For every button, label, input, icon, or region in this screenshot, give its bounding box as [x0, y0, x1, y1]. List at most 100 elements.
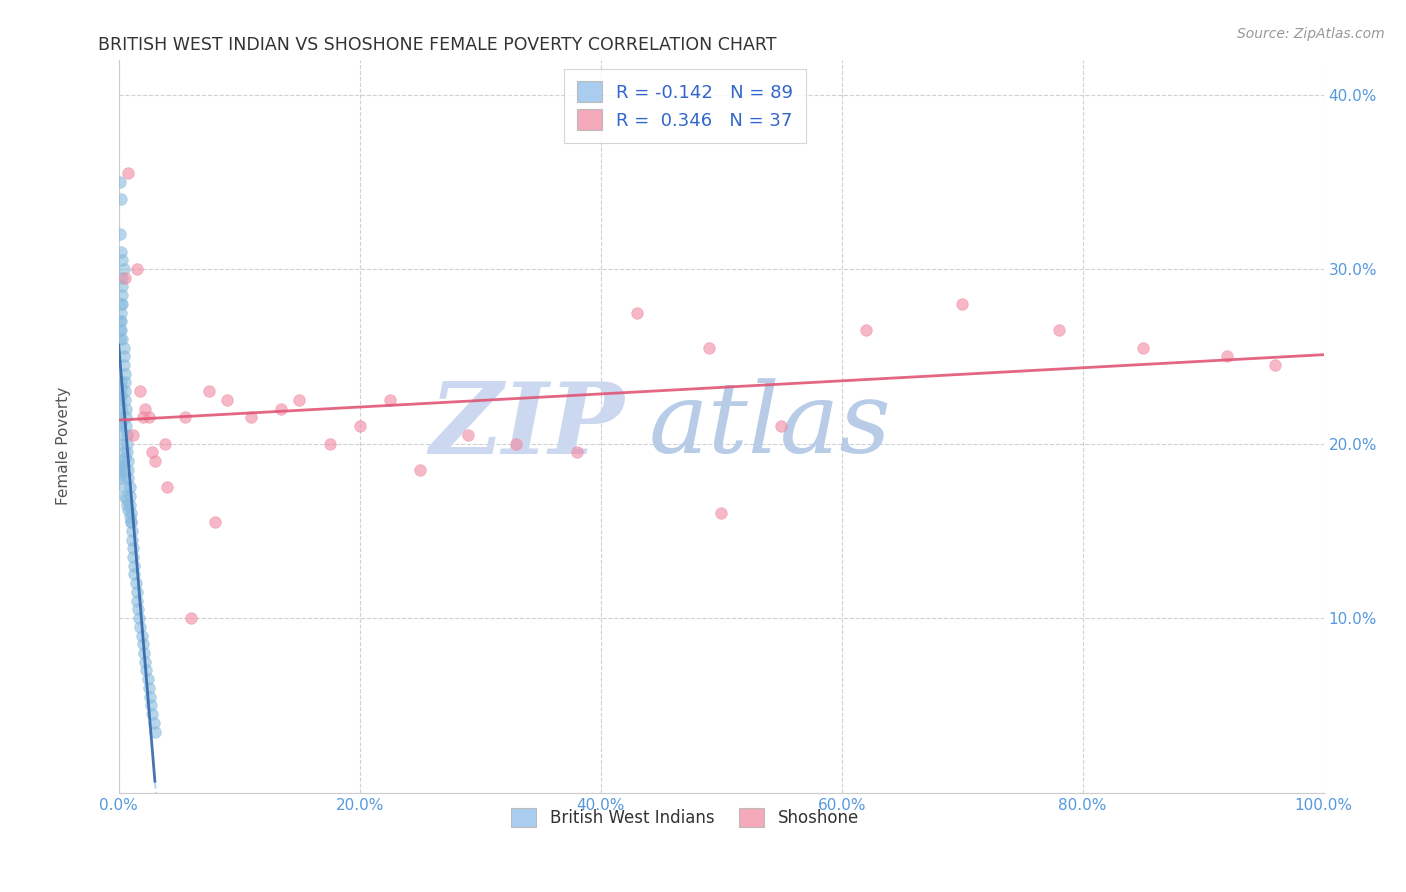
Point — [114, 450, 136, 465]
Point — [120, 507, 142, 521]
Point — [174, 410, 197, 425]
Point — [111, 332, 134, 346]
Point — [112, 480, 135, 494]
Point — [114, 270, 136, 285]
Point — [114, 384, 136, 399]
Point — [1132, 341, 1154, 355]
Point — [143, 454, 166, 468]
Point — [1047, 323, 1070, 337]
Point — [108, 461, 131, 475]
Text: ZIP: ZIP — [430, 378, 624, 475]
Point — [125, 262, 148, 277]
Point — [118, 509, 141, 524]
Point — [120, 515, 142, 529]
Point — [770, 419, 793, 434]
Point — [626, 306, 648, 320]
Point — [138, 681, 160, 695]
Point — [115, 492, 138, 507]
Point — [108, 468, 131, 483]
Point — [112, 349, 135, 363]
Point — [950, 297, 973, 311]
Point — [110, 463, 132, 477]
Point — [1264, 358, 1286, 372]
Point — [121, 524, 143, 538]
Point — [457, 428, 479, 442]
Point — [141, 698, 163, 713]
Point — [122, 541, 145, 556]
Point — [217, 392, 239, 407]
Point — [108, 419, 131, 434]
Point — [180, 611, 202, 625]
Point — [108, 392, 131, 407]
Point — [115, 419, 138, 434]
Point — [112, 341, 135, 355]
Point — [118, 489, 141, 503]
Point — [134, 401, 156, 416]
Point — [111, 270, 134, 285]
Point — [108, 227, 131, 241]
Text: atlas: atlas — [648, 378, 891, 474]
Point — [115, 436, 138, 450]
Point — [125, 585, 148, 599]
Point — [198, 384, 221, 399]
Point — [139, 690, 162, 704]
Point — [855, 323, 877, 337]
Point — [153, 436, 176, 450]
Point — [128, 611, 150, 625]
Point — [505, 436, 527, 450]
Point — [141, 707, 163, 722]
Point — [110, 323, 132, 337]
Point — [131, 629, 153, 643]
Point — [122, 428, 145, 442]
Point — [110, 314, 132, 328]
Legend: British West Indians, Shoshone: British West Indians, Shoshone — [503, 800, 868, 836]
Point — [565, 445, 588, 459]
Point — [118, 498, 141, 512]
Point — [115, 498, 138, 512]
Point — [112, 358, 135, 372]
Point — [110, 306, 132, 320]
Point — [117, 463, 139, 477]
Point — [117, 471, 139, 485]
Point — [115, 428, 138, 442]
Point — [270, 401, 292, 416]
Point — [114, 489, 136, 503]
Point — [122, 549, 145, 564]
Point — [710, 507, 733, 521]
Point — [697, 341, 720, 355]
Point — [142, 715, 165, 730]
Point — [378, 392, 401, 407]
Point — [156, 480, 179, 494]
Point — [108, 410, 131, 425]
Point — [108, 458, 131, 472]
Point — [110, 416, 132, 430]
Point — [110, 376, 132, 390]
Point — [141, 445, 163, 459]
Point — [108, 332, 131, 346]
Point — [111, 279, 134, 293]
Point — [135, 664, 157, 678]
Point — [114, 392, 136, 407]
Point — [136, 672, 159, 686]
Point — [124, 567, 146, 582]
Point — [108, 323, 131, 337]
Point — [117, 166, 139, 180]
Point — [108, 465, 131, 479]
Point — [114, 367, 136, 381]
Point — [124, 558, 146, 573]
Point — [143, 724, 166, 739]
Point — [115, 401, 138, 416]
Point — [132, 646, 155, 660]
Point — [240, 410, 263, 425]
Point — [318, 436, 340, 450]
Point — [138, 410, 160, 425]
Point — [127, 602, 149, 616]
Point — [108, 454, 131, 468]
Point — [129, 384, 152, 399]
Point — [110, 381, 132, 395]
Point — [409, 463, 432, 477]
Point — [124, 576, 146, 591]
Point — [111, 253, 134, 268]
Point — [111, 471, 134, 485]
Point — [111, 436, 134, 450]
